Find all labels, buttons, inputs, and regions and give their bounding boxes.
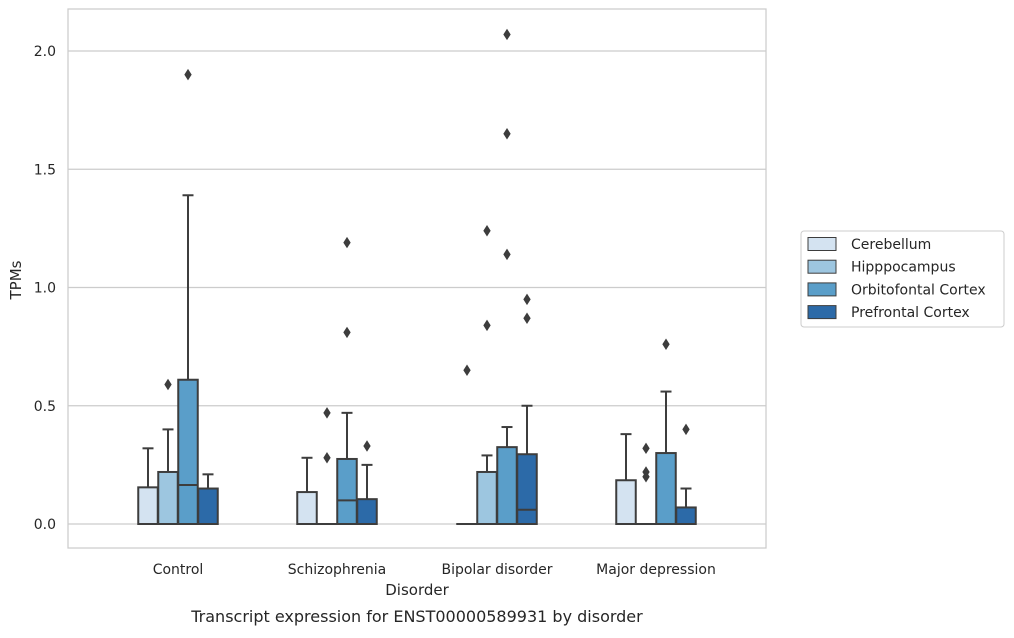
- legend-label: Cerebellum: [851, 237, 931, 253]
- y-axis-label: TPMs: [7, 260, 25, 300]
- box-prefrontal-cortex: [198, 474, 218, 524]
- box-hipppocampus: [158, 379, 178, 524]
- x-tick-label: Control: [153, 562, 204, 578]
- box-prefrontal-cortex: [357, 441, 377, 524]
- box-orbitofontal-cortex: [178, 70, 198, 524]
- box-body: [178, 380, 198, 524]
- box-body: [297, 492, 317, 524]
- box-body: [517, 454, 537, 524]
- box-body: [198, 489, 218, 524]
- x-tick-label: Bipolar disorder: [441, 562, 552, 578]
- legend-label: Orbitofontal Cortex: [851, 282, 986, 298]
- outlier-point: [683, 424, 689, 434]
- box-prefrontal-cortex: [517, 294, 537, 524]
- outlier-point: [504, 29, 510, 39]
- box-orbitofontal-cortex: [497, 29, 517, 524]
- legend-swatch: [808, 283, 836, 296]
- chart-title: Transcript expression for ENST0000058993…: [190, 607, 643, 626]
- y-tick-label: 1.5: [34, 162, 56, 178]
- outlier-point: [504, 129, 510, 139]
- legend-swatch: [808, 306, 836, 319]
- legend: Cerebellum Hipppocampus Orbitofontal Corte…: [801, 231, 1004, 327]
- box-body: [357, 499, 377, 524]
- outlier-point: [643, 443, 649, 453]
- outlier-point: [484, 320, 490, 330]
- box-body: [477, 472, 497, 524]
- box-cerebellum: [297, 458, 317, 524]
- box-body: [616, 480, 636, 524]
- outlier-point: [464, 365, 470, 375]
- y-tick-label: 2.0: [34, 44, 56, 60]
- box-hipppocampus: [317, 408, 337, 524]
- box-body: [337, 459, 357, 524]
- legend-swatch: [808, 260, 836, 273]
- legend-swatch: [808, 238, 836, 251]
- y-axis-ticks: 0.0 0.5 1.0 1.5 2.0: [34, 44, 56, 533]
- box-cerebellum: [457, 365, 477, 524]
- box-layer: [138, 29, 696, 524]
- outlier-point: [524, 313, 530, 323]
- outlier-point: [524, 294, 530, 304]
- box-body: [497, 447, 517, 524]
- y-tick-label: 1.0: [34, 281, 56, 297]
- legend-label: Prefrontal Cortex: [851, 305, 970, 321]
- box-prefrontal-cortex: [676, 424, 696, 524]
- box-cerebellum: [616, 434, 636, 524]
- x-tick-label: Schizophrenia: [288, 562, 386, 578]
- box-cerebellum: [138, 448, 158, 524]
- box-body: [656, 453, 676, 524]
- box-hipppocampus: [636, 443, 656, 524]
- outlier-point: [484, 226, 490, 236]
- outlier-point: [185, 70, 191, 80]
- x-axis-label: Disorder: [385, 581, 449, 599]
- y-tick-label: 0.0: [34, 517, 56, 533]
- box-body: [676, 507, 696, 524]
- box-hipppocampus: [477, 226, 497, 524]
- outlier-point: [364, 441, 370, 451]
- y-tick-label: 0.5: [34, 399, 56, 415]
- legend-label: Hipppocampus: [851, 260, 956, 276]
- x-axis-ticks: Control Schizophrenia Bipolar disorder Majo…: [153, 562, 716, 578]
- box-orbitofontal-cortex: [656, 339, 676, 524]
- outlier-point: [504, 249, 510, 259]
- box-body: [158, 472, 178, 524]
- box-orbitofontal-cortex: [337, 238, 357, 524]
- box-body: [138, 487, 158, 524]
- x-tick-label: Major depression: [596, 562, 716, 578]
- outlier-point: [344, 238, 350, 248]
- outlier-point: [165, 379, 171, 389]
- outlier-point: [324, 453, 330, 463]
- outlier-point: [324, 408, 330, 418]
- outlier-point: [344, 327, 350, 337]
- outlier-point: [663, 339, 669, 349]
